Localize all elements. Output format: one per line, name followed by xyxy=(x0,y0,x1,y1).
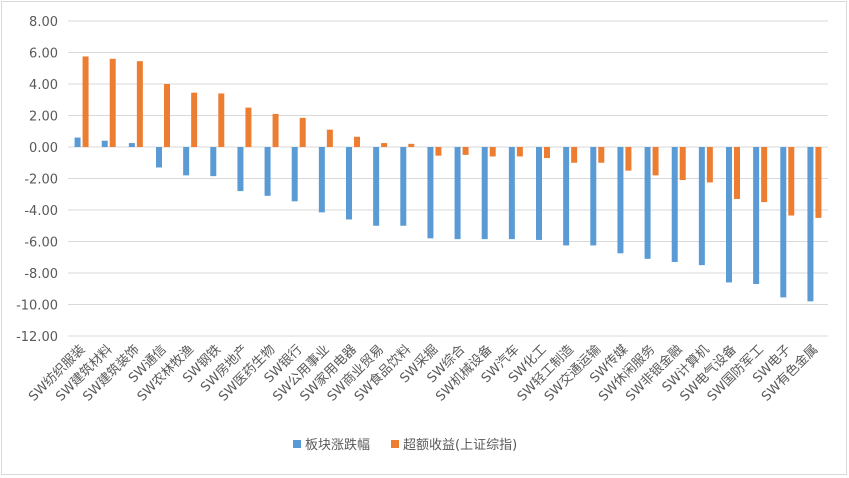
bar-excess-return xyxy=(815,147,822,218)
bar-sector-change xyxy=(590,147,597,246)
bar-excess-return xyxy=(652,147,659,176)
bar-sector-change xyxy=(74,137,81,147)
bar-sector-change xyxy=(617,147,624,254)
y-tick-label: 8.00 xyxy=(29,15,58,30)
bar-excess-return xyxy=(435,147,442,156)
y-tick-label: 4.00 xyxy=(29,78,58,93)
bar-excess-return xyxy=(191,92,198,147)
bar-sector-change xyxy=(726,147,732,283)
bar-sector-change xyxy=(753,147,760,285)
legend-label: 超额收益(上证综指) xyxy=(403,438,517,453)
legend-swatch xyxy=(293,440,301,448)
bar-excess-return xyxy=(218,93,225,147)
bar-sector-change xyxy=(128,143,135,147)
bar-excess-return xyxy=(164,84,170,147)
bar-sector-change xyxy=(807,147,814,302)
bar-excess-return xyxy=(408,143,415,147)
bar-excess-return xyxy=(679,147,686,181)
y-tick-label: -6.00 xyxy=(24,236,58,251)
bar-sector-change xyxy=(210,147,217,177)
bar-excess-return xyxy=(272,113,279,147)
bar-sector-change xyxy=(780,147,787,298)
bar-sector-change xyxy=(346,147,352,220)
bar-excess-return xyxy=(625,147,632,171)
bar-sector-change xyxy=(183,147,190,176)
y-tick-label: 0.00 xyxy=(29,141,58,156)
bar-excess-return xyxy=(706,147,713,183)
bar-sector-change xyxy=(427,147,434,239)
bar-sector-change xyxy=(481,147,488,240)
bar-excess-return xyxy=(245,107,252,147)
bar-sector-change xyxy=(671,147,678,262)
bar-sector-change xyxy=(454,147,461,240)
bar-excess-return xyxy=(544,147,550,159)
bar-sector-change xyxy=(373,147,380,226)
bar-sector-change xyxy=(563,147,570,246)
bar-excess-return xyxy=(136,61,143,147)
bar-sector-change xyxy=(318,147,325,213)
bar-sector-change xyxy=(536,147,542,240)
y-tick-label: -10.00 xyxy=(16,299,58,314)
y-tick-label: -4.00 xyxy=(24,204,58,219)
bar-excess-return xyxy=(299,117,306,147)
bar-excess-return xyxy=(489,147,496,157)
bar-excess-return xyxy=(326,129,333,147)
bar-sector-change xyxy=(237,147,244,192)
bar-sector-change xyxy=(698,147,705,266)
bar-excess-return xyxy=(82,56,89,147)
bar-excess-return xyxy=(516,147,523,157)
bar-excess-return xyxy=(462,147,469,155)
bar-excess-return xyxy=(788,147,795,216)
legend-label: 板块涨跌幅 xyxy=(305,437,370,453)
bar-sector-change xyxy=(508,147,515,240)
legend-swatch xyxy=(391,440,399,448)
bar-excess-return xyxy=(354,136,360,147)
bar-sector-change xyxy=(156,147,162,168)
bar-excess-return xyxy=(109,58,116,147)
bar-sector-change xyxy=(291,147,298,202)
y-tick-label: 6.00 xyxy=(29,47,58,62)
bar-excess-return xyxy=(381,143,388,147)
bar-excess-return xyxy=(571,147,578,163)
y-tick-label: -12.00 xyxy=(16,330,58,345)
bar-sector-change xyxy=(400,147,407,226)
y-tick-label: 2.00 xyxy=(29,110,58,125)
bar-sector-change xyxy=(644,147,651,259)
bar-excess-return xyxy=(734,147,740,199)
bar-sector-change xyxy=(264,147,271,196)
y-tick-label: -2.00 xyxy=(24,173,58,188)
bar-excess-return xyxy=(598,147,605,163)
bar-excess-return xyxy=(761,147,768,203)
bar-sector-change xyxy=(101,140,108,147)
y-tick-label: -8.00 xyxy=(24,267,58,282)
